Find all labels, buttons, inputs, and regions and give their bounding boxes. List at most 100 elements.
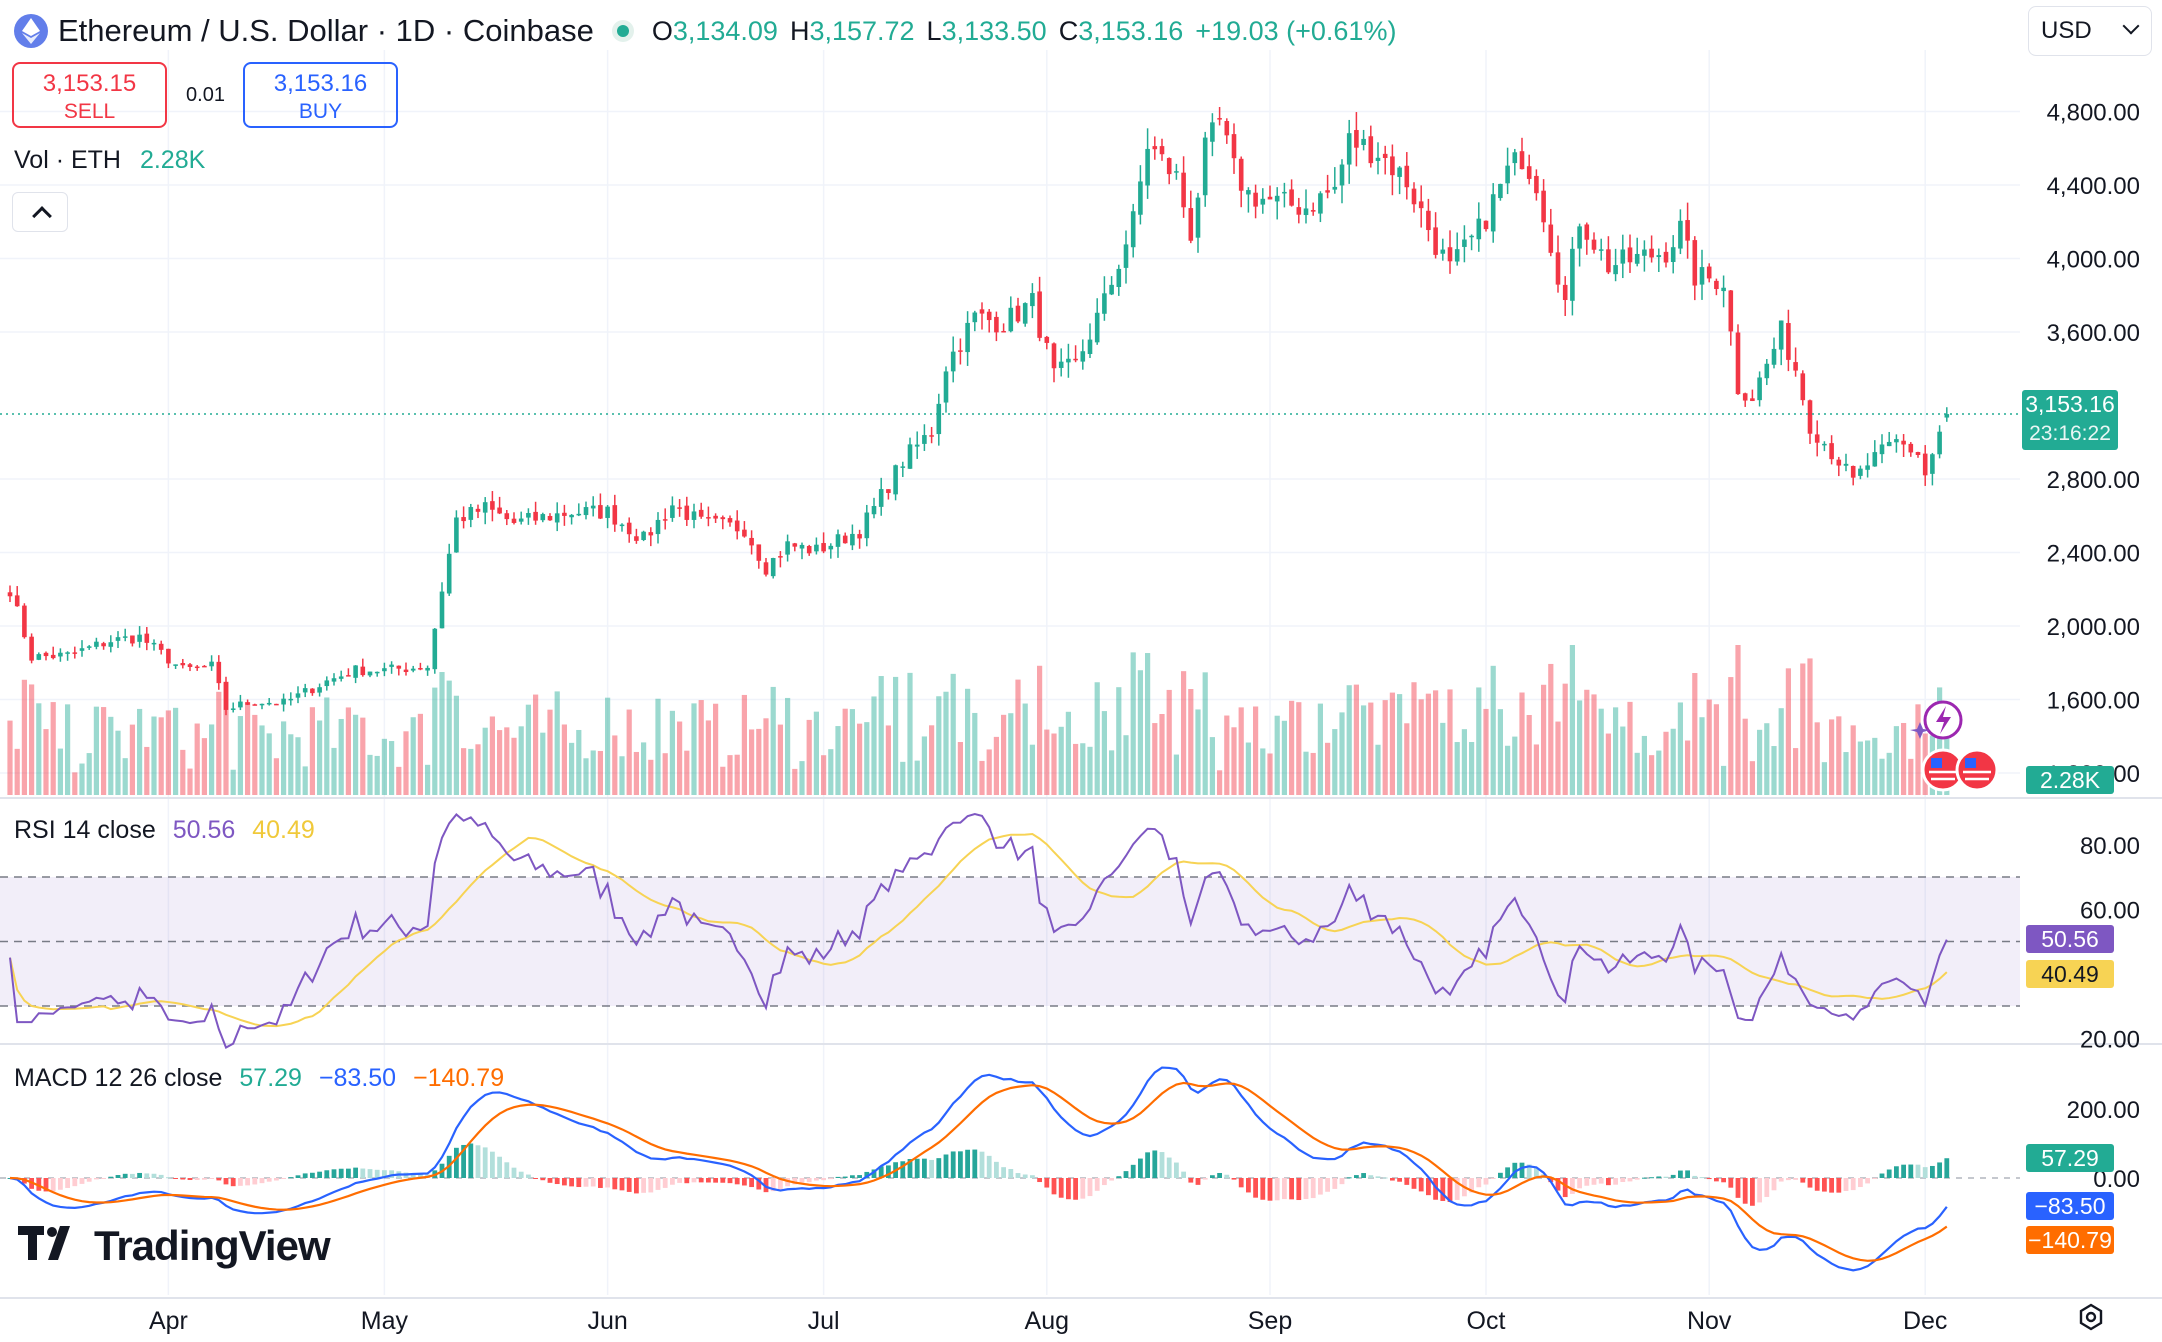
ohlc-low: L3,133.50 — [926, 15, 1047, 46]
volume-bar — [1814, 722, 1820, 795]
candle — [1109, 276, 1114, 296]
volume-bar — [1562, 683, 1568, 795]
volume-bar — [1591, 694, 1597, 795]
volume-bar — [525, 704, 531, 795]
price-change: +19.03 (+0.61%) — [1195, 15, 1397, 46]
candle — [605, 505, 610, 529]
volume-bar — [1526, 715, 1532, 795]
volume-bar — [273, 758, 279, 795]
volume-bar — [1577, 700, 1583, 795]
volume-bar — [1497, 709, 1503, 795]
macd-histogram-bar — [799, 1178, 805, 1183]
volume-bar — [1836, 716, 1842, 795]
candle-body — [1390, 156, 1395, 176]
candle-body — [1145, 148, 1150, 186]
candle-body — [526, 513, 531, 518]
volume-bar — [93, 706, 99, 795]
candle — [1714, 278, 1719, 296]
macd-histogram-bar — [1721, 1178, 1726, 1183]
candle-body — [1138, 181, 1143, 215]
volume-bar — [1476, 687, 1482, 795]
macd-histogram-bar — [828, 1178, 834, 1180]
settings-icon[interactable] — [2077, 1303, 2105, 1331]
sell-button[interactable]: 3,153.15 SELL — [12, 62, 167, 128]
candle-body — [1044, 336, 1050, 343]
macd-histogram-bar — [1663, 1176, 1669, 1178]
macd-histogram-bar — [1764, 1178, 1770, 1197]
volume-bar — [1490, 665, 1496, 795]
volume-bar — [1274, 715, 1280, 795]
volume-bar — [353, 714, 359, 795]
macd-histogram-bar — [598, 1178, 603, 1188]
volume-bar — [201, 738, 207, 795]
volume-bar — [468, 748, 474, 795]
symbol-title[interactable]: Ethereum / U.S. Dollar · 1D · Coinbase — [58, 13, 594, 48]
macd-histogram-bar — [1678, 1170, 1683, 1178]
volume-bar — [1634, 752, 1640, 795]
candle — [1534, 169, 1539, 201]
volume-bar — [1785, 668, 1791, 795]
candle-body — [1152, 146, 1158, 150]
candle — [1418, 185, 1424, 228]
candle-body — [1181, 172, 1186, 208]
volume-bar — [590, 750, 596, 795]
volume-bar — [1001, 714, 1007, 795]
volume-bar — [381, 738, 387, 795]
volume-bar — [345, 707, 351, 795]
candle — [1246, 187, 1251, 213]
market-status-icon[interactable] — [611, 20, 634, 42]
rsi-legend[interactable]: RSI 14 close 50.56 40.49 — [14, 816, 315, 845]
macd-histogram-bar — [842, 1176, 848, 1178]
volume-bar — [1339, 712, 1345, 795]
candle — [1778, 320, 1784, 366]
volume-bar — [302, 766, 308, 795]
candle — [108, 635, 114, 653]
candle — [1044, 335, 1050, 350]
macd-histogram-bar — [1627, 1178, 1633, 1182]
macd-histogram-bar — [1440, 1178, 1446, 1201]
macd-histogram-bar — [238, 1178, 243, 1186]
candle-body — [533, 511, 538, 521]
volume-bar — [957, 742, 963, 795]
candle — [1130, 203, 1136, 258]
candle — [1224, 118, 1230, 144]
macd-histogram-bar — [302, 1173, 308, 1178]
volume-bar — [1879, 758, 1885, 795]
candle-body — [1577, 226, 1582, 249]
candle — [900, 461, 906, 478]
candle-body — [1030, 293, 1035, 307]
grid-lines — [0, 50, 2020, 1295]
macd-histogram-bar — [1188, 1178, 1194, 1183]
candle-body — [295, 693, 301, 698]
candle — [1721, 275, 1726, 308]
candle — [727, 515, 733, 527]
candle — [1562, 276, 1568, 316]
volume-bar — [1245, 742, 1251, 795]
candle — [1786, 309, 1791, 372]
candle-body — [806, 545, 812, 554]
buy-button[interactable]: 3,153.16 BUY — [243, 62, 398, 128]
candle — [929, 426, 934, 444]
macd-histogram-bar — [1195, 1178, 1201, 1185]
candle — [1584, 222, 1590, 255]
volume-bar — [785, 697, 791, 795]
macd-histogram-bar — [1850, 1178, 1856, 1191]
ethereum-icon — [14, 14, 48, 48]
volume-bar — [1332, 729, 1338, 795]
volume-bar — [417, 713, 423, 795]
candle-body — [1066, 358, 1071, 363]
candle — [1642, 240, 1647, 272]
candle-body — [1037, 291, 1042, 338]
macd-legend[interactable]: MACD 12 26 close 57.29 −83.50 −140.79 — [14, 1064, 504, 1093]
currency-select[interactable]: USD — [2028, 6, 2152, 56]
candle — [1555, 235, 1561, 293]
volume-bar — [1447, 689, 1453, 795]
macd-histogram-bar — [1692, 1175, 1698, 1178]
candle-body — [914, 444, 920, 447]
collapse-legend-button[interactable] — [12, 192, 68, 232]
candle — [1843, 453, 1849, 472]
tradingview-logo[interactable]: TradingView — [18, 1222, 331, 1270]
candle — [511, 512, 517, 525]
volume-legend[interactable]: Vol · ETH 2.28K — [14, 146, 205, 175]
